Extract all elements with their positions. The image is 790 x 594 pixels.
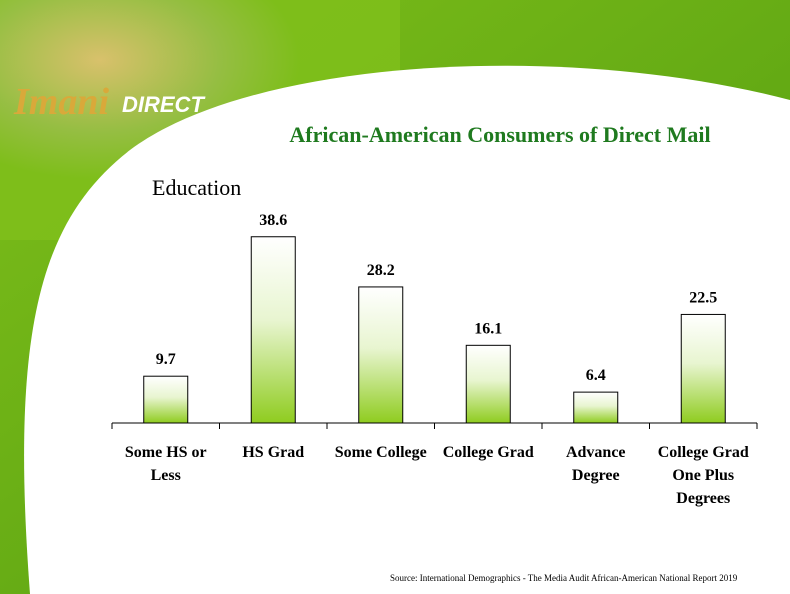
bar [680, 313, 726, 424]
data-label: 9.7 [156, 351, 176, 368]
x-tick-label: Some HS or Less [124, 444, 207, 484]
white-panel [24, 65, 790, 594]
logo-tagline: DIRECT [122, 92, 205, 117]
bar [465, 344, 511, 424]
x-tick-label: Advance Degree [565, 444, 626, 484]
logo-name: Imani [13, 81, 109, 123]
chart-title: African-American Consumers of Direct Mai… [289, 122, 710, 147]
data-label: 28.2 [367, 262, 395, 279]
bar [358, 286, 404, 424]
data-label: 16.1 [474, 320, 502, 337]
x-tick-label: Some College [334, 444, 427, 461]
chart-subtitle: Education [152, 175, 241, 200]
x-tick-label: HS Grad [242, 444, 305, 461]
data-label: 22.5 [689, 289, 717, 306]
data-label: 38.6 [259, 212, 287, 229]
x-tick-label: College Grad [442, 444, 534, 461]
data-label: 6.4 [586, 367, 606, 384]
source: Source: International Demographics - The… [390, 573, 738, 583]
bar [250, 236, 296, 424]
bar [143, 375, 189, 424]
bar [573, 391, 619, 424]
x-tick-label: College Grad One Plus Degrees [657, 444, 749, 507]
